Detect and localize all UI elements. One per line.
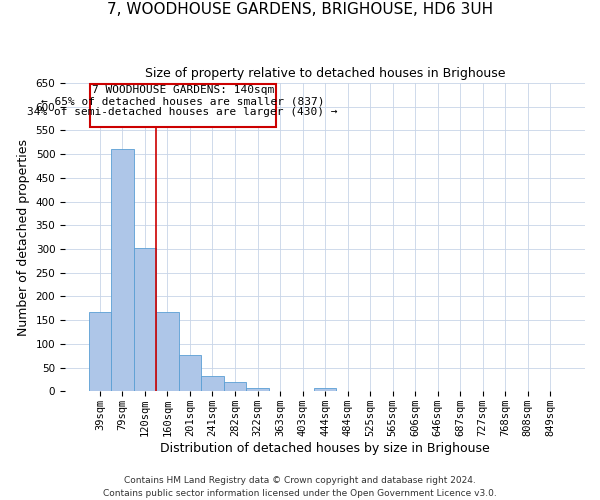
Bar [89,312,111,392]
Title: Size of property relative to detached houses in Brighouse: Size of property relative to detached ho… [145,68,505,80]
Text: 34% of semi-detached houses are larger (430) →: 34% of semi-detached houses are larger (… [28,108,338,118]
Bar [224,382,246,392]
Text: Contains HM Land Registry data © Crown copyright and database right 2024.
Contai: Contains HM Land Registry data © Crown c… [103,476,497,498]
X-axis label: Distribution of detached houses by size in Brighouse: Distribution of detached houses by size … [160,442,490,455]
Bar [134,248,156,392]
Bar [90,84,275,126]
Text: 7, WOODHOUSE GARDENS, BRIGHOUSE, HD6 3UH: 7, WOODHOUSE GARDENS, BRIGHOUSE, HD6 3UH [107,2,493,18]
Bar [179,356,201,392]
Text: ← 65% of detached houses are smaller (837): ← 65% of detached houses are smaller (83… [41,96,325,106]
Bar [156,312,179,392]
Y-axis label: Number of detached properties: Number of detached properties [17,138,30,336]
Bar [314,388,336,392]
Bar [201,376,224,392]
Bar [111,149,134,392]
Bar [246,388,269,392]
Text: 7 WOODHOUSE GARDENS: 140sqm: 7 WOODHOUSE GARDENS: 140sqm [92,85,274,95]
